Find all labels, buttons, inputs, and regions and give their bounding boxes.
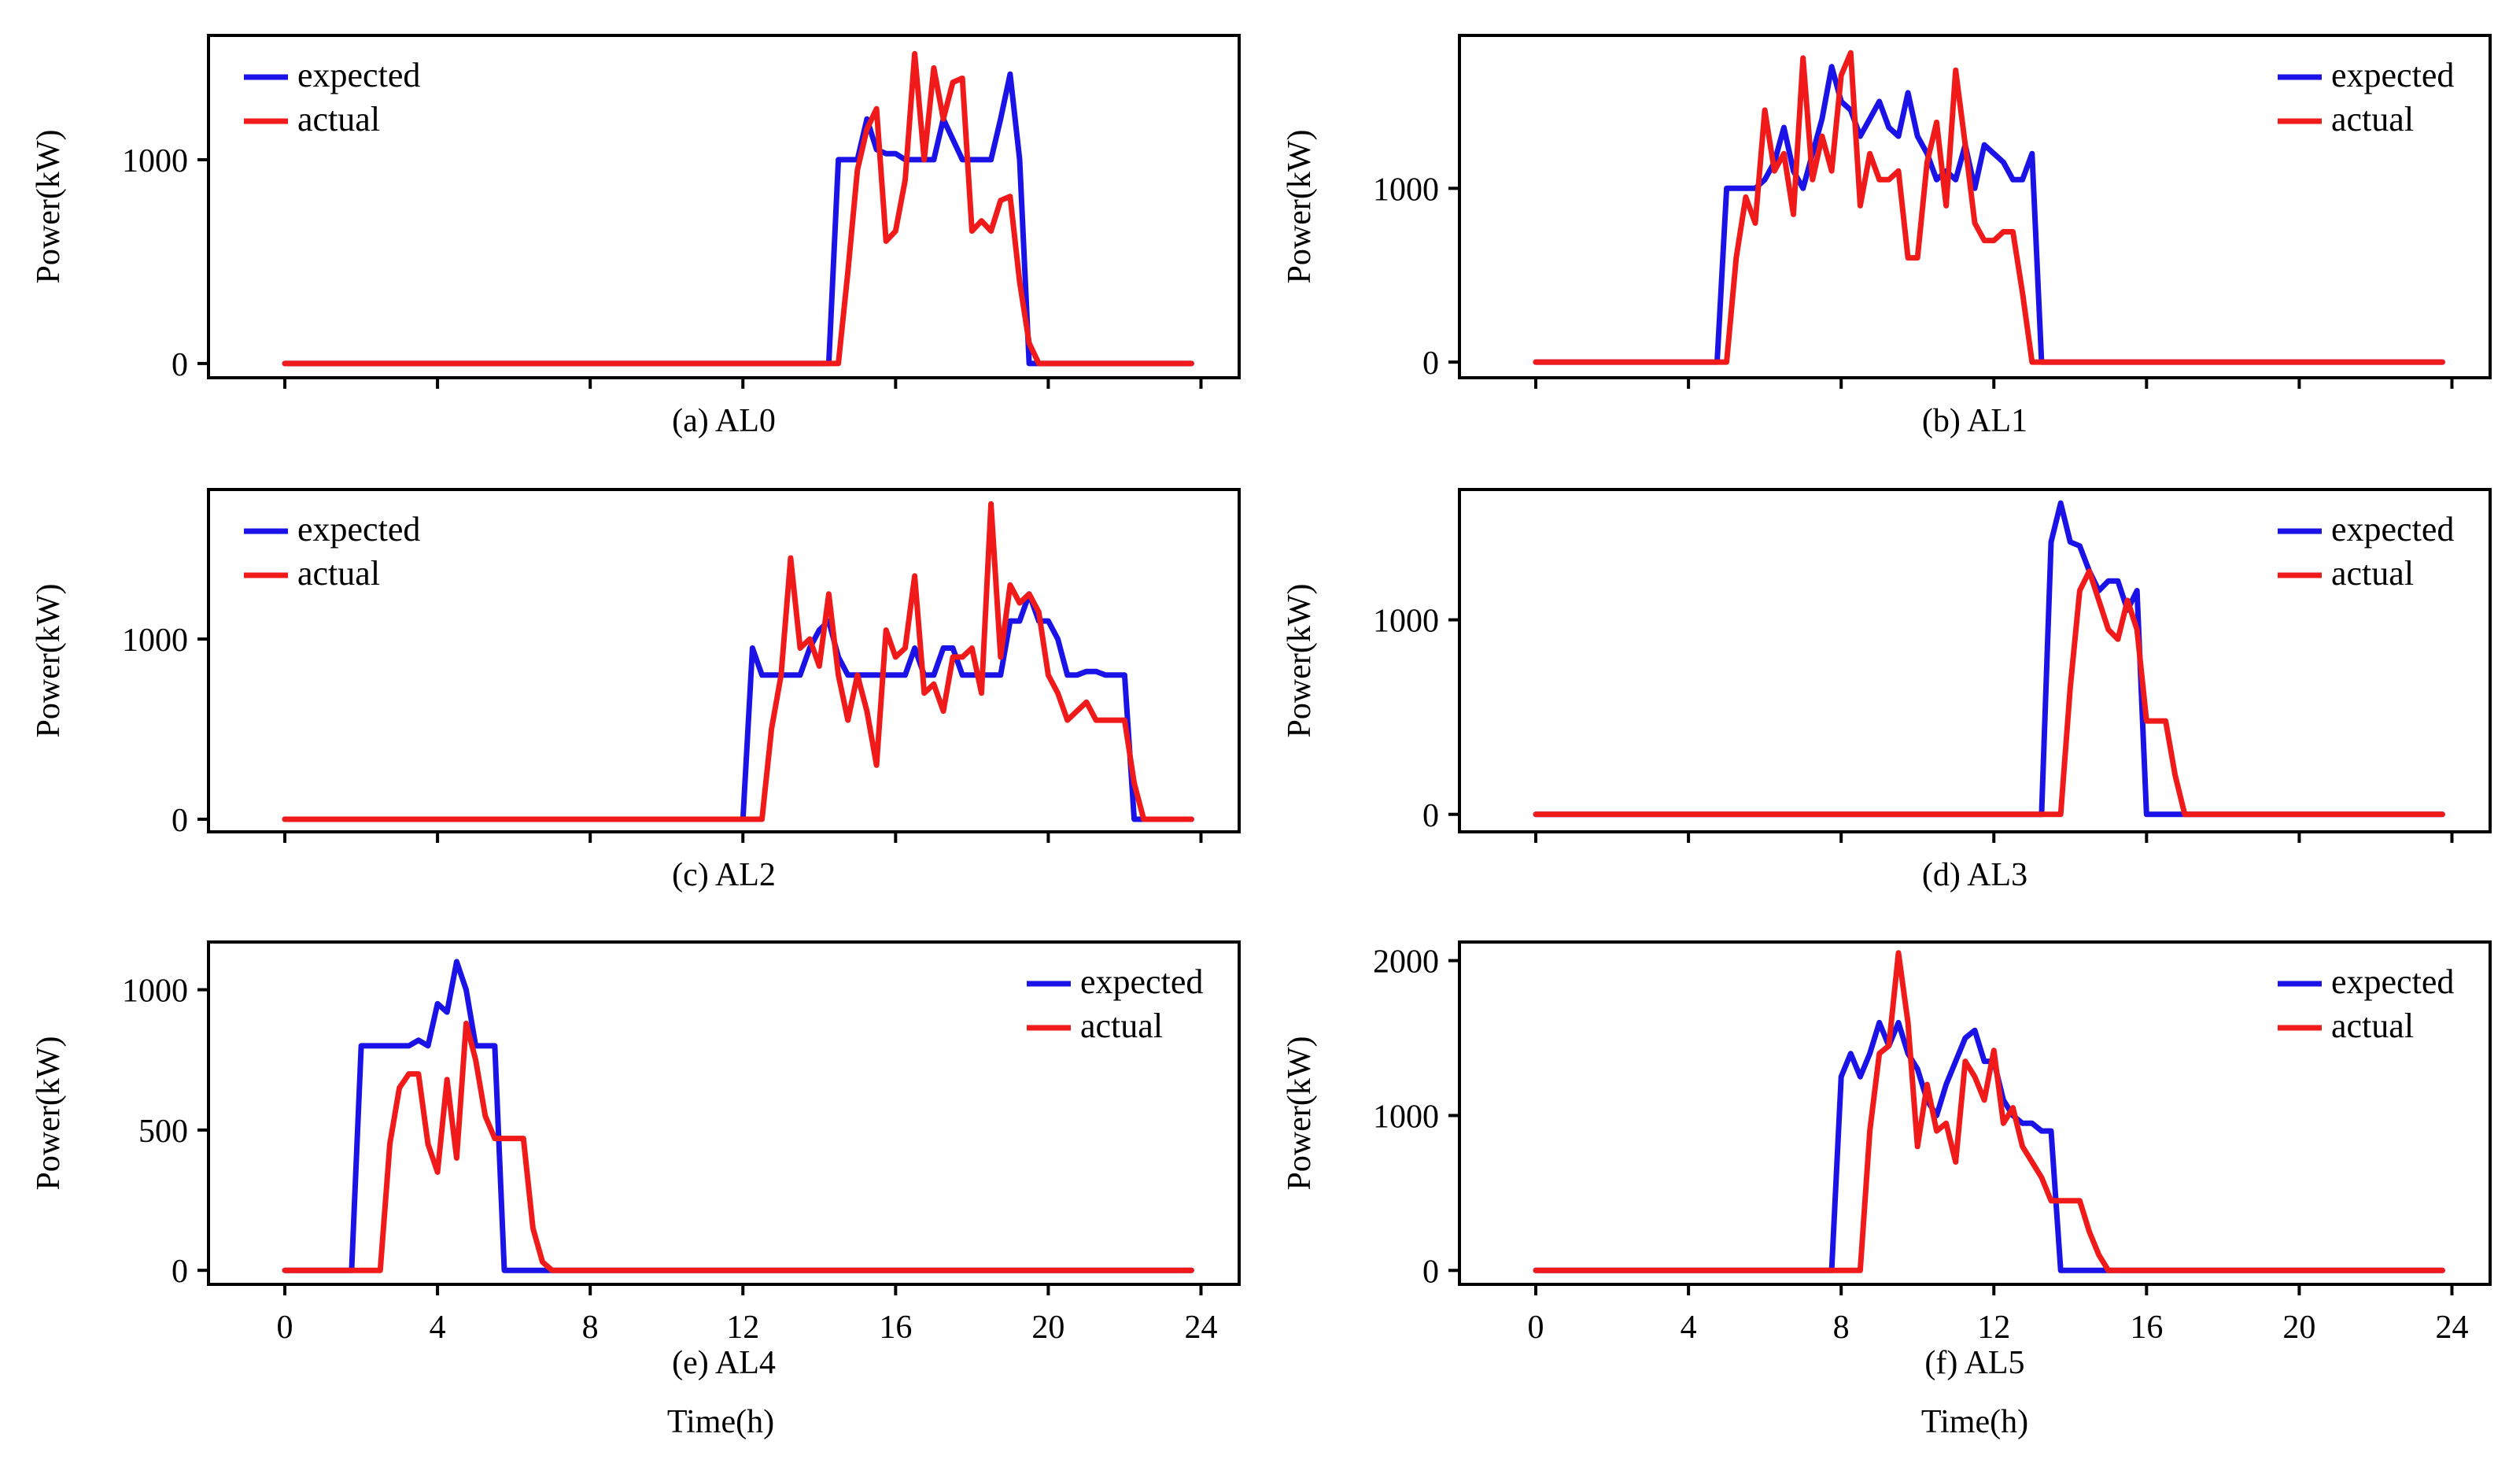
x-tick-label: 4	[430, 1310, 446, 1346]
x-tick-label: 8	[582, 1310, 599, 1346]
series-line-expected	[1533, 64, 2445, 365]
series-line-expected	[1533, 1019, 2445, 1273]
y-tick-label: 0	[1422, 1254, 1439, 1290]
panel-caption: (f) AL5	[1924, 1345, 2024, 1381]
legend-label-actual: actual	[297, 100, 380, 139]
y-tick-label: 0	[1422, 345, 1439, 382]
series-line-actual	[1533, 568, 2445, 818]
y-tick-label: 2000	[1373, 944, 1439, 981]
plot-frame	[207, 34, 1241, 379]
y-tick-label: 1000	[1373, 172, 1439, 208]
y-tick-label: 1000	[1373, 604, 1439, 640]
x-tick-label: 24	[2435, 1310, 2468, 1346]
chart-panels: 0 1000 Power(kW) (a) AL0 expected actual 0 1000…	[31, 34, 2492, 1381]
series-line-actual	[1533, 950, 2445, 1273]
legend-label-actual: actual	[297, 554, 380, 593]
series-line-actual	[282, 50, 1194, 367]
chart-panel-2: 0 1000 Power(kW) (b) AL1 expected actual	[1282, 34, 2492, 439]
x-tick-label: 0	[277, 1310, 293, 1346]
y-axis-label: Power(kW)	[1282, 1036, 1318, 1191]
x-tick-label: 4	[1681, 1310, 1697, 1346]
x-tick-label: 0	[1528, 1310, 1544, 1346]
x-axis-label-right: Time(h)	[1921, 1404, 2028, 1440]
chart-panel-4: 0 1000 Power(kW) (d) AL3 expected actual	[1282, 488, 2492, 893]
series-line-expected	[282, 959, 1194, 1273]
y-tick-label: 0	[172, 803, 188, 839]
x-tick-label: 16	[2130, 1310, 2163, 1346]
legend: expected actual	[2278, 56, 2454, 139]
series-line-expected	[1533, 500, 2445, 818]
series-line-expected	[282, 71, 1194, 367]
y-tick-label: 1000	[1373, 1099, 1439, 1135]
legend-label-actual: actual	[1080, 1007, 1163, 1045]
y-axis-label: Power(kW)	[1282, 584, 1318, 738]
legend-label-expected: expected	[297, 510, 420, 549]
panel-caption: (c) AL2	[672, 857, 776, 893]
panel-caption: (b) AL1	[1922, 403, 2027, 439]
series-line-expected	[282, 591, 1194, 822]
x-tick-label: 20	[1031, 1310, 1064, 1346]
legend-label-actual: actual	[2331, 1007, 2414, 1045]
x-tick-label: 24	[1184, 1310, 1217, 1346]
y-tick-label: 1000	[122, 973, 188, 1010]
x-tick-label: 16	[879, 1310, 912, 1346]
y-tick-label: 0	[1422, 798, 1439, 834]
legend: expected actual	[2278, 510, 2454, 593]
legend: expected actual	[244, 510, 420, 593]
x-axis-label-left: Time(h)	[667, 1404, 774, 1440]
legend: expected actual	[2278, 962, 2454, 1045]
y-tick-label: 1000	[122, 143, 188, 179]
y-axis-label: Power(kW)	[31, 130, 67, 284]
series-line-actual	[282, 501, 1194, 822]
chart-panel-1: 0 1000 Power(kW) (a) AL0 expected actual	[31, 34, 1241, 439]
legend: expected actual	[1027, 962, 1203, 1045]
plot-frame	[207, 488, 1241, 833]
y-tick-label: 1000	[122, 623, 188, 659]
x-tick-label: 20	[2282, 1310, 2315, 1346]
panel-caption: (e) AL4	[672, 1345, 776, 1381]
legend-label-expected: expected	[297, 56, 420, 94]
legend-label-expected: expected	[1080, 962, 1203, 1001]
series-line-actual	[1533, 50, 2445, 365]
legend-label-expected: expected	[2331, 962, 2454, 1001]
plot-frame	[1458, 488, 2492, 833]
chart-panel-3: 0 1000 Power(kW) (c) AL2 expected actual	[31, 488, 1241, 893]
y-axis-label: Power(kW)	[1282, 130, 1318, 284]
x-tick-label: 8	[1833, 1310, 1850, 1346]
y-axis-label: Power(kW)	[31, 584, 67, 738]
legend: expected actual	[244, 56, 420, 139]
legend-label-actual: actual	[2331, 100, 2414, 139]
chart-panel-5: 0 500 1000 0 4 8 12 16 20 24 Power(kW) (e) AL4 expec…	[31, 940, 1241, 1381]
legend-label-actual: actual	[2331, 554, 2414, 593]
panel-caption: (d) AL3	[1922, 857, 2027, 893]
panel-caption: (a) AL0	[672, 403, 776, 439]
x-tick-label: 12	[1977, 1310, 2010, 1346]
x-tick-label: 12	[726, 1310, 759, 1346]
chart-panel-6: 0 1000 2000 0 4 8 12 16 20 24 Power(kW) (f) AL5 expe…	[1282, 940, 2492, 1381]
y-tick-label: 500	[138, 1114, 188, 1150]
y-tick-label: 0	[172, 1254, 188, 1290]
y-axis-label: Power(kW)	[31, 1036, 67, 1191]
series-line-actual	[282, 1020, 1194, 1273]
plot-frame	[1458, 940, 2492, 1286]
plot-frame	[207, 940, 1241, 1286]
legend-label-expected: expected	[2331, 510, 2454, 549]
y-tick-label: 0	[172, 347, 188, 383]
legend-label-expected: expected	[2331, 56, 2454, 94]
plot-frame	[1458, 34, 2492, 379]
